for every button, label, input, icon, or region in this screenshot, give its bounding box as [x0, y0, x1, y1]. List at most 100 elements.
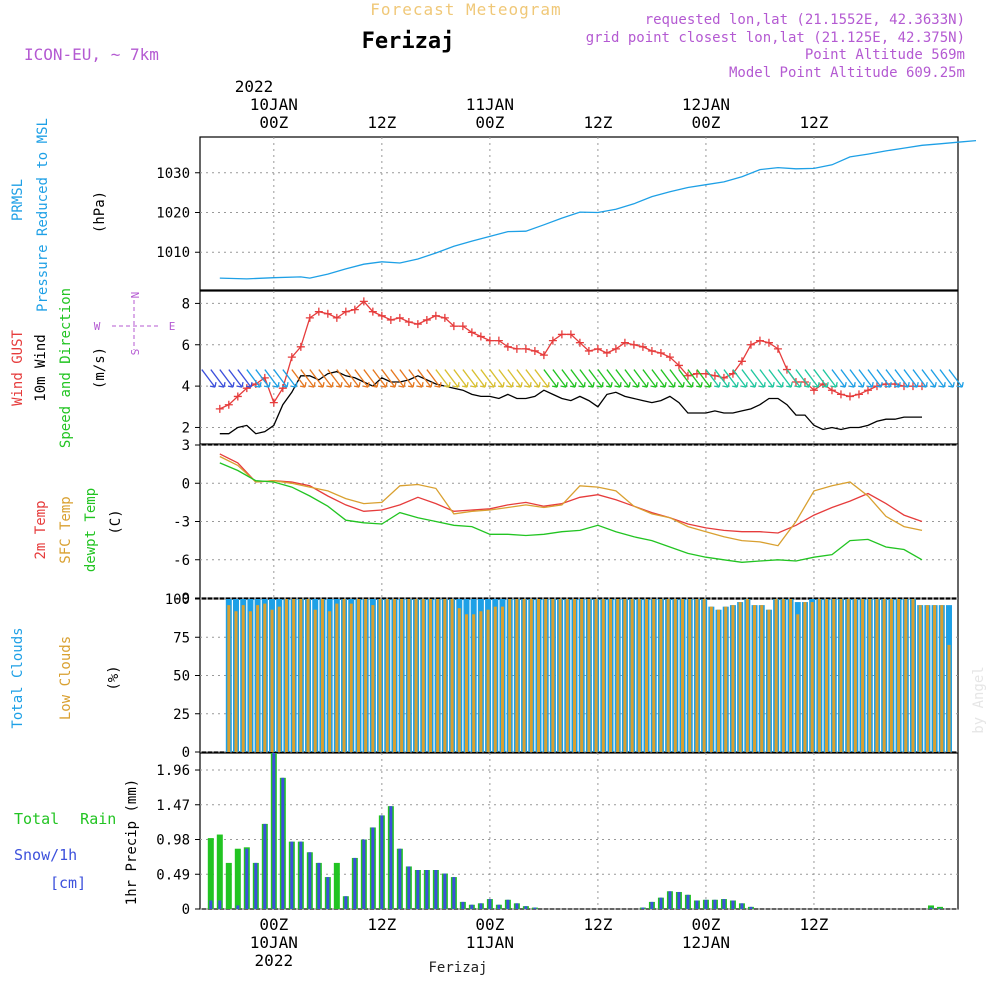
- bar-clouds-b: [486, 609, 490, 752]
- temp-unit: (C): [108, 509, 124, 534]
- bar-clouds-b: [349, 603, 353, 752]
- bar-clouds-b: [738, 602, 742, 752]
- gust-marker: [863, 386, 872, 395]
- bottom-time-label-0: 00Z: [259, 915, 288, 934]
- wind-direction-arrow: [480, 369, 496, 388]
- wind-direction-arrow: [858, 369, 874, 388]
- wind-direction-arrow: [606, 369, 622, 388]
- bar-precip-b: [362, 839, 366, 909]
- wind-direction-arrow: [570, 369, 586, 388]
- wind-direction-arrow: [741, 369, 757, 388]
- bar-clouds-b: [234, 611, 238, 752]
- wind-direction-arrow: [318, 369, 334, 388]
- bar-precip-b: [713, 899, 717, 909]
- gust-marker: [368, 307, 377, 316]
- bar-precip-b: [515, 903, 519, 909]
- gust-marker: [224, 400, 233, 409]
- bar-precip-b: [479, 903, 483, 909]
- gust-marker: [296, 342, 305, 351]
- compass-n: N: [129, 292, 142, 299]
- bar-precip-b: [272, 753, 276, 909]
- wind-direction-arrow: [237, 369, 253, 388]
- bar-clouds-b: [292, 599, 296, 752]
- bar-clouds-b: [536, 599, 540, 752]
- wind-direction-arrow: [714, 369, 730, 388]
- gust-marker: [233, 392, 242, 401]
- wind-direction-arrow: [795, 369, 811, 388]
- top-time-label-0: 00Z: [259, 113, 288, 132]
- wind-direction-arrow: [921, 369, 937, 388]
- gust-marker: [764, 338, 773, 347]
- wind-direction-arrow: [687, 369, 703, 388]
- compass-e: E: [169, 320, 176, 333]
- panel-frame-pressure: [199, 136, 959, 291]
- ytick-label-clouds-1: 25: [173, 707, 190, 723]
- bar-precip-b: [929, 907, 933, 909]
- wind-direction-arrow: [336, 369, 352, 388]
- bar-clouds-b: [428, 599, 432, 752]
- bar-precip-b: [389, 806, 393, 909]
- chart-title: Forecast Meteogram: [370, 0, 561, 19]
- bottom-time-label-2: 11JAN: [466, 933, 514, 952]
- bar-precip-b: [425, 870, 429, 909]
- ytick-label-pressure-2: 1030: [156, 166, 190, 182]
- bar-precip-b: [245, 848, 249, 909]
- top-year: 2022: [235, 77, 274, 96]
- bottom-time-label-0: 2022: [255, 951, 294, 970]
- wind-direction-arrow: [435, 369, 451, 388]
- bar-precip-b: [677, 891, 681, 909]
- wind-direction-arrow: [291, 369, 307, 388]
- gust-marker: [827, 386, 836, 395]
- cloud-label-total: Total Clouds: [10, 627, 26, 728]
- wind-direction-arrow: [372, 369, 388, 388]
- bar-clouds-b: [371, 605, 375, 752]
- wind-direction-arrow: [498, 369, 514, 388]
- pressure-label-2: Pressure Reduced to MSL: [35, 118, 51, 312]
- bar-clouds-b: [774, 599, 778, 752]
- wind-direction-arrow: [453, 369, 469, 388]
- precip-label-cm: [cm]: [50, 874, 86, 892]
- model-altitude: Model Point Altitude 609.25m: [729, 65, 965, 81]
- temp-label-sfc: SFC Temp: [58, 496, 74, 563]
- bar-precip-b: [371, 827, 375, 909]
- gust-marker: [305, 313, 314, 322]
- gust-marker: [404, 318, 413, 327]
- wind-direction-arrow: [444, 369, 460, 388]
- ytick-label-clouds-3: 75: [173, 630, 190, 646]
- gust-marker: [278, 384, 287, 393]
- bar-clouds-b: [601, 599, 605, 752]
- bar-clouds-b: [832, 599, 836, 752]
- ytick-label-temp-1: 0: [182, 476, 190, 492]
- bar-precip-a: [234, 848, 241, 909]
- bar-clouds-b: [731, 605, 735, 752]
- bar-clouds-b: [688, 599, 692, 752]
- wind-direction-arrow: [309, 369, 325, 388]
- top-time-label-2: 00Z: [475, 113, 504, 132]
- ytick-label-precip-1: 0.49: [156, 867, 190, 883]
- bar-clouds-b: [457, 608, 461, 752]
- wind-direction-arrow: [894, 369, 910, 388]
- top-time-label-1: 12Z: [367, 113, 396, 132]
- bar-clouds-b: [378, 599, 382, 752]
- wind-direction-arrow: [777, 369, 793, 388]
- gridpoint-coords: grid point closest lon,lat (21.125E, 42.…: [586, 30, 965, 46]
- station-name: Ferizaj: [362, 29, 455, 54]
- wind-direction-arrow: [345, 369, 361, 388]
- bar-clouds-b: [356, 599, 360, 752]
- ytick-label-wind-2: 6: [182, 338, 190, 354]
- bar-clouds-b: [925, 605, 929, 752]
- bar-precip-b: [524, 906, 528, 909]
- bar-clouds-b: [810, 602, 814, 752]
- bar-precip-b: [308, 852, 312, 909]
- gust-marker: [485, 336, 494, 345]
- gust-marker: [575, 338, 584, 347]
- gust-marker: [620, 338, 629, 347]
- wind-direction-arrow: [768, 369, 784, 388]
- bar-clouds-b: [493, 606, 497, 752]
- wind-direction-arrow: [831, 369, 847, 388]
- wind-direction-arrow: [651, 369, 667, 388]
- wind-direction-arrow: [327, 369, 343, 388]
- bottom-time-label-0: 10JAN: [250, 933, 298, 952]
- gust-marker: [494, 336, 503, 345]
- series-line-wind-1: [219, 370, 922, 435]
